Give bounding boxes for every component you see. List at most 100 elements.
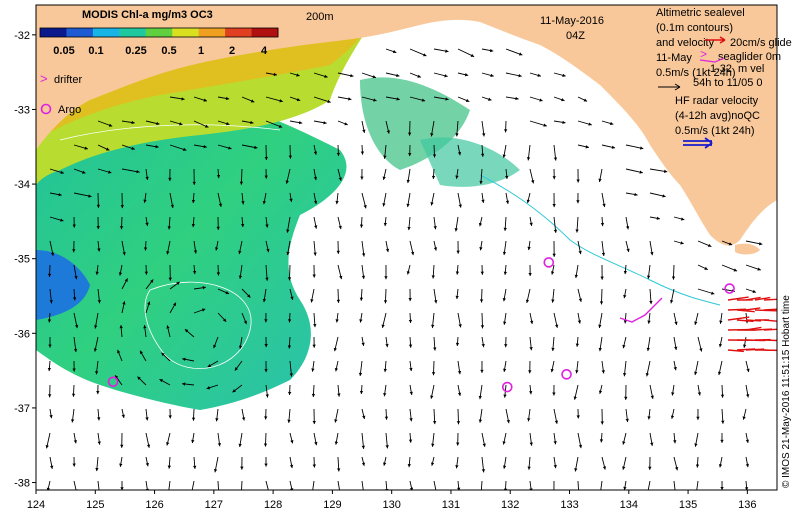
velocity-arrowhead <box>361 462 366 466</box>
argo-float-marker <box>543 257 555 268</box>
velocity-arrowhead <box>313 176 318 181</box>
velocity-arrowhead <box>408 439 413 443</box>
velocity-arrowhead <box>553 157 558 161</box>
velocity-arrowhead <box>159 379 163 383</box>
velocity-arrowhead <box>312 344 316 348</box>
velocity-arrowhead <box>574 274 578 279</box>
velocity-arrow <box>673 480 676 490</box>
velocity-arrowhead <box>241 417 246 421</box>
velocity-arrowhead <box>624 396 628 400</box>
velocity-arrowhead <box>168 415 172 419</box>
argo-float-marker <box>724 283 735 294</box>
velocity-arrowhead <box>118 272 123 276</box>
velocity-arrowhead <box>359 390 364 395</box>
velocity-arrowhead <box>647 416 651 420</box>
velocity-arrowhead <box>74 324 79 329</box>
velocity-arrowhead <box>119 226 124 230</box>
velocity-arrowhead <box>458 324 462 328</box>
glider-marker-icon: > <box>700 47 707 61</box>
velocity-arrowhead <box>465 98 470 103</box>
velocity-arrowhead <box>72 368 76 372</box>
velocity-arrowhead <box>176 281 180 286</box>
velocity-arrowhead <box>383 368 387 373</box>
velocity-arrowhead <box>553 464 557 469</box>
velocity-arrowhead <box>383 155 387 159</box>
velocity-arrowhead <box>362 491 365 494</box>
velocity-arrowhead <box>313 151 318 155</box>
hf-radar-arrow <box>745 296 761 301</box>
velocity-arrowhead <box>193 250 198 254</box>
velocity-arrowhead <box>324 74 328 78</box>
velocity-arrowhead <box>359 297 364 301</box>
lon-tick-label: 126 <box>145 499 163 511</box>
velocity-arrowhead <box>408 297 412 302</box>
velocity-arrowhead <box>313 200 318 205</box>
velocity-arrowhead <box>552 253 556 257</box>
velocity-arrowhead <box>339 275 343 280</box>
velocity-arrowhead <box>60 170 64 174</box>
velocity-arrowhead <box>488 97 492 101</box>
time-label: 04Z <box>566 30 585 42</box>
velocity-arrowhead <box>704 266 708 270</box>
velocity-arrowhead <box>573 396 577 400</box>
velocity-arrowhead <box>503 129 508 133</box>
velocity-arrowhead <box>552 493 555 496</box>
velocity-arrowhead <box>262 298 267 303</box>
velocity-arrowhead <box>623 320 628 324</box>
velocity-arrow <box>312 480 315 490</box>
velocity-arrowhead <box>147 301 151 305</box>
hf-radar-arrow <box>763 298 777 301</box>
velocity-arrowhead <box>575 229 579 233</box>
hf-legend-arrow-icon <box>683 137 713 149</box>
velocity-arrowhead <box>166 325 170 329</box>
velocity-arrowhead <box>456 421 461 425</box>
velocity-arrowhead <box>120 444 124 448</box>
velocity-arrowhead <box>456 442 460 446</box>
velocity-arrowhead <box>433 347 437 351</box>
velocity-arrowhead <box>311 491 314 494</box>
lon-tick-label: 131 <box>442 499 460 511</box>
velocity-arrowhead <box>470 53 475 57</box>
velocity-arrowhead <box>576 179 580 183</box>
velocity-arrowhead <box>72 463 76 467</box>
velocity-arrowhead <box>145 176 149 180</box>
velocity-arrowhead <box>382 203 386 207</box>
velocity-arrowhead <box>529 442 533 446</box>
velocity-arrowhead <box>168 277 172 281</box>
velocity-arrowhead <box>457 392 462 396</box>
velocity-arrowhead <box>433 226 437 230</box>
velocity-arrowhead <box>585 145 589 149</box>
velocity-arrowhead <box>417 74 421 78</box>
velocity-arrowhead <box>217 443 222 447</box>
velocity-arrowhead <box>361 445 365 449</box>
velocity-arrowhead <box>392 49 397 54</box>
velocity-arrowhead <box>74 275 78 280</box>
velocity-arrowhead <box>695 491 698 494</box>
velocity-arrow <box>265 480 269 490</box>
velocity-arrowhead <box>238 443 242 448</box>
lon-tick-label: 130 <box>383 499 401 511</box>
velocity-arrowhead <box>143 247 148 251</box>
velocity-arrowhead <box>184 329 189 333</box>
velocity-arrowhead <box>646 275 651 279</box>
glider-legend-c: 1-32 <box>710 63 732 75</box>
velocity-arrowhead <box>143 325 147 329</box>
velocity-arrowhead <box>503 394 507 398</box>
velocity-arrowhead <box>518 52 523 56</box>
velocity-arrowhead <box>264 463 268 467</box>
velocity-arrowhead <box>381 324 385 328</box>
velocity-arrowhead <box>217 493 220 496</box>
velocity-arrowhead <box>455 342 460 346</box>
glider-legend-a: 20cm/s glide <box>730 37 792 49</box>
velocity-arrowhead <box>47 319 52 323</box>
glider-track <box>619 297 663 323</box>
velocity-arrowhead <box>190 490 193 493</box>
velocity-arrowhead <box>718 343 723 348</box>
velocity-arrowhead <box>408 152 412 157</box>
velocity-arrowhead <box>338 177 342 181</box>
isobath-200m <box>479 174 721 306</box>
velocity-arrowhead <box>673 366 677 371</box>
velocity-arrowhead <box>457 487 461 490</box>
velocity-arrowhead <box>744 487 749 490</box>
velocity-arrowhead <box>626 248 630 253</box>
